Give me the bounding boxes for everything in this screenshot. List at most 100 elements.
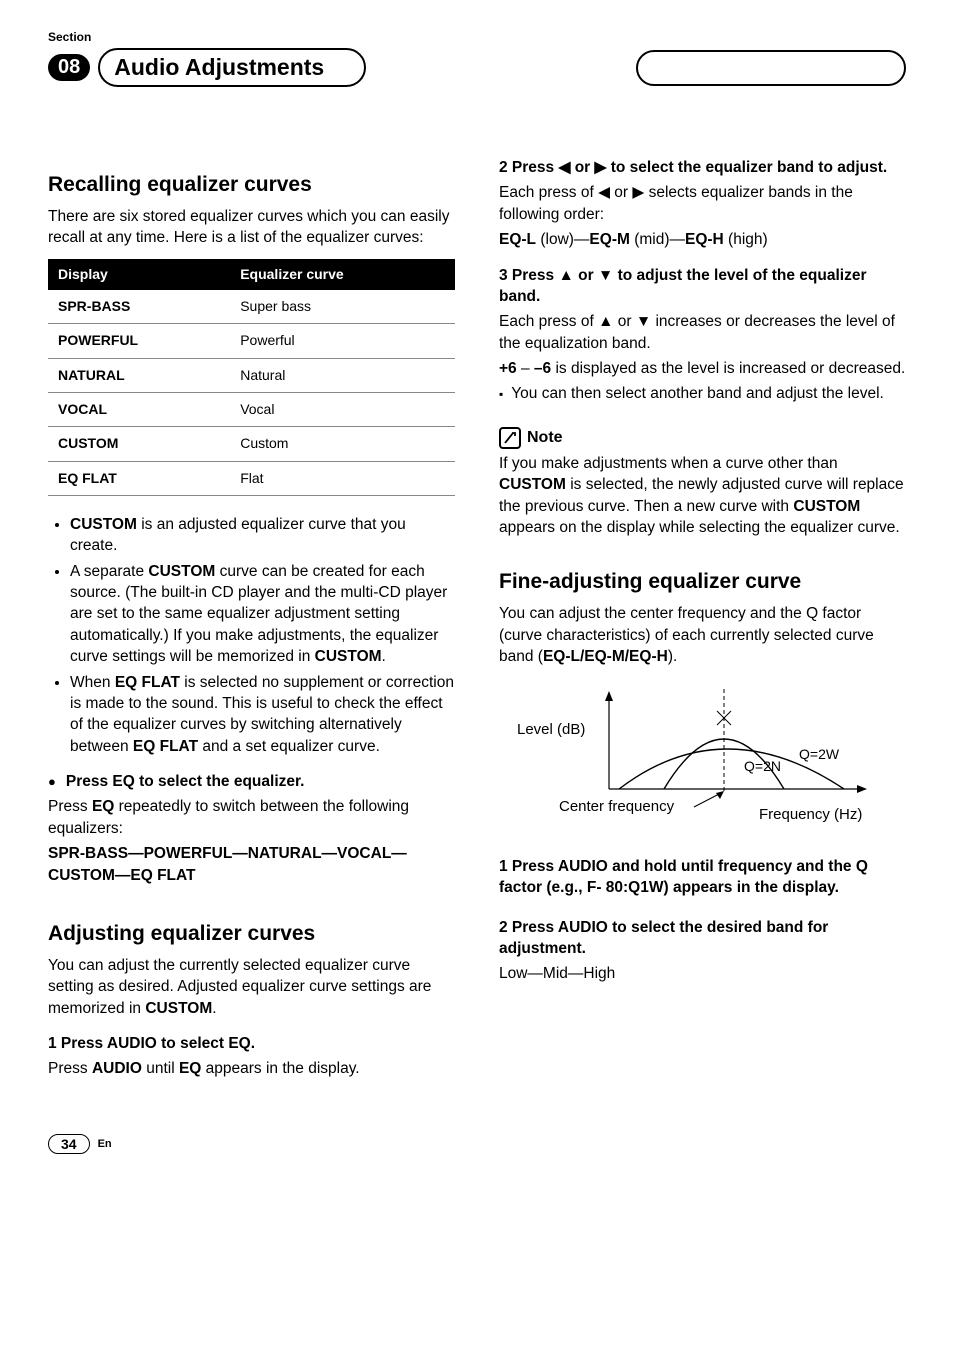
text: (mid)— [630,231,685,248]
bold-text: +6 [499,360,517,377]
text: – [517,360,534,377]
equalizer-table: Display Equalizer curve SPR-BASSSuper ba… [48,259,455,496]
fine-step2-body: Low—Mid—High [499,963,906,984]
q-factor-figure: Level (dB) Q=2N Q=2W Center frequency Fr… [499,679,906,835]
section-label: Section [48,30,906,44]
page-number: 34 [48,1134,90,1154]
cell: Vocal [230,392,455,426]
bold-text: EQ-L/EQ-M/EQ-H [543,648,668,665]
fig-q2n-label: Q=2N [744,758,781,774]
fig-freq-label: Frequency (Hz) [759,806,862,823]
fine-step1: 1 Press AUDIO and hold until frequency a… [499,856,906,899]
note-body: If you make adjustments when a curve oth… [499,453,906,539]
press-eq-sequence: SPR-BASS—POWERFUL—NATURAL—VOCAL—CUSTOM—E… [48,843,455,886]
text: . [382,648,386,665]
step3-body1: Each press of ▲ or ▼ increases or decrea… [499,311,906,354]
step2-body: Each press of ◀ or ▶ selects equalizer b… [499,182,906,225]
note-header: Note [499,427,906,449]
bold-text: EQ-L [499,231,536,248]
table-row: CUSTOMCustom [48,427,455,461]
table-row: POWERFULPowerful [48,324,455,358]
bold-text: EQ-H [685,231,724,248]
text: ). [668,648,677,665]
cell: Custom [230,427,455,461]
press-eq-head: Press EQ to select the equalizer. [48,771,455,792]
text: appears on the display while selecting t… [499,519,900,536]
table-row: SPR-BASSSuper bass [48,290,455,324]
step2-sequence: EQ-L (low)—EQ-M (mid)—EQ-H (high) [499,229,906,250]
table-header-display: Display [48,259,230,290]
page-footer: 34 En [48,1134,906,1154]
bold-text: CUSTOM [70,516,137,533]
table-header-curve: Equalizer curve [230,259,455,290]
chapter-title: Audio Adjustments [98,48,366,87]
recall-intro: There are six stored equalizer curves wh… [48,206,455,249]
bold-text: EQ [92,798,114,815]
bold-text: AUDIO [92,1060,142,1077]
bold-text: SPR-BASS—POWERFUL—NATURAL—VOCAL—CUSTOM—E… [48,845,407,883]
header-right-pill [636,50,906,86]
bold-text: –6 [534,360,551,377]
bold-text: CUSTOM [793,498,860,515]
text: Press [48,798,92,815]
cell: SPR-BASS [48,290,230,324]
bold-text: CUSTOM [148,563,215,580]
bold-text: CUSTOM [315,648,382,665]
text: is displayed as the level is increased o… [551,360,905,377]
list-item: When EQ FLAT is selected no supplement o… [70,672,455,758]
table-row: EQ FLATFlat [48,461,455,495]
text: You can adjust the currently selected eq… [48,957,431,1017]
list-item: A separate CUSTOM curve can be created f… [70,561,455,668]
heading-adjust: Adjusting equalizer curves [48,920,455,949]
note-icon [499,427,521,449]
cell: NATURAL [48,358,230,392]
bold-text: EQ FLAT [115,674,180,691]
left-column: Recalling equalizer curves There are six… [48,157,455,1084]
text: A separate [70,563,148,580]
note-label: Note [527,427,563,449]
step3-head: 3 Press ▲ or ▼ to adjust the level of th… [499,265,906,308]
section-number: 08 [48,54,90,81]
step3-sub: You can then select another band and adj… [499,383,906,404]
text: and a set equalizer curve. [198,738,380,755]
text: appears in the display. [201,1060,359,1077]
adjust-step1-body: Press AUDIO until EQ appears in the disp… [48,1058,455,1079]
cell: Powerful [230,324,455,358]
text: until [142,1060,179,1077]
fine-intro: You can adjust the center frequency and … [499,603,906,667]
recall-bullet-list: CUSTOM is an adjusted equalizer curve th… [48,514,455,757]
fig-center-label: Center frequency [559,798,675,815]
adjust-intro: You can adjust the currently selected eq… [48,955,455,1019]
text: (high) [724,231,768,248]
bold-text: EQ FLAT [133,738,198,755]
table-row: NATURALNatural [48,358,455,392]
page-lang: En [98,1138,112,1150]
cell: Natural [230,358,455,392]
fig-level-label: Level (dB) [517,721,585,738]
adjust-step1-head: 1 Press AUDIO to select EQ. [48,1033,455,1054]
cell: VOCAL [48,392,230,426]
text: When [70,674,115,691]
bold-text: EQ [179,1060,201,1077]
cell: EQ FLAT [48,461,230,495]
text: If you make adjustments when a curve oth… [499,455,838,472]
bold-text: CUSTOM [145,1000,212,1017]
list-item: CUSTOM is an adjusted equalizer curve th… [70,514,455,557]
bold-text: CUSTOM [499,476,566,493]
cell: CUSTOM [48,427,230,461]
cell: Super bass [230,290,455,324]
heading-fine: Fine-adjusting equalizer curve [499,568,906,597]
page-header: 08 Audio Adjustments [48,48,906,87]
press-eq-body: Press EQ repeatedly to switch between th… [48,796,455,839]
cell: Flat [230,461,455,495]
cell: POWERFUL [48,324,230,358]
text: Press [48,1060,92,1077]
right-column: 2 Press ◀ or ▶ to select the equalizer b… [499,157,906,1084]
fig-q2w-label: Q=2W [799,746,840,762]
bold-text: EQ-M [589,231,629,248]
text: . [212,1000,216,1017]
step3-range: +6 – –6 is displayed as the level is inc… [499,358,906,379]
text: (low)— [536,231,589,248]
step2-head: 2 Press ◀ or ▶ to select the equalizer b… [499,157,906,178]
fine-step2: 2 Press AUDIO to select the desired band… [499,917,906,960]
